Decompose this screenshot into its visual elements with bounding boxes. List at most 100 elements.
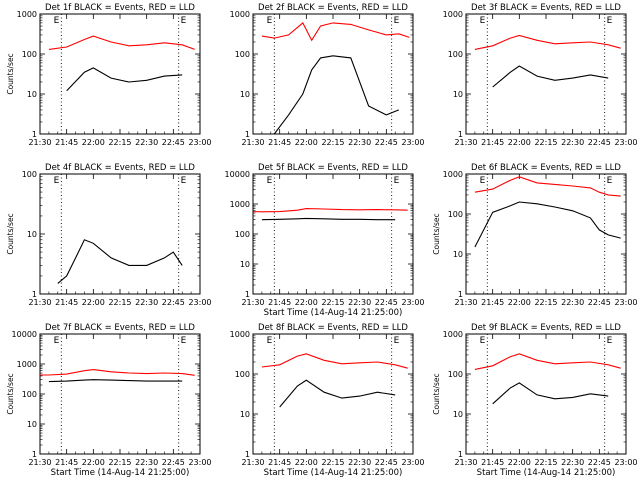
y-tick-label: 1: [32, 290, 37, 299]
x-tick-label: 23:00: [614, 138, 637, 147]
interval-marker-label: E: [394, 176, 400, 186]
y-tick-label: 1: [458, 290, 463, 299]
x-tick-label: 21:30: [28, 138, 51, 147]
x-tick-label: 22:00: [508, 298, 531, 307]
x-tick-label: 22:15: [108, 138, 131, 147]
panel-3: Det 3f BLACK = Events, RED = LLD 1 10 100 10…: [443, 3, 638, 147]
y-tick-label: 1: [245, 450, 250, 459]
events-series-line: [273, 55, 400, 135]
lld-series-line: [40, 369, 195, 376]
x-axis-label: Start Time (14-Aug-14 21:25:00): [264, 308, 403, 318]
interval-marker-label: E: [267, 16, 273, 26]
panel-title: Det 9f BLACK = Events, RED = LLD: [471, 323, 621, 333]
plot-frame: [465, 173, 627, 295]
events-series-line: [279, 379, 396, 408]
y-tick-label: 100: [235, 50, 250, 59]
interval-marker-label: E: [267, 336, 273, 346]
plot-frame: [465, 13, 627, 135]
x-tick-label: 23:00: [614, 298, 637, 307]
x-tick-label: 23:00: [401, 298, 424, 307]
x-tick-label: 22:15: [534, 458, 557, 467]
y-tick-label: 100: [448, 50, 463, 59]
y-tick-label: 100: [22, 170, 37, 179]
lld-series-line: [261, 22, 410, 42]
y-tick-label: 100: [235, 370, 250, 379]
x-tick-label: 21:30: [454, 458, 477, 467]
panel-6: Det 6f BLACK = Events, RED = LLD 1 10 100 10…: [432, 163, 638, 307]
x-tick-label: 21:30: [28, 298, 51, 307]
y-tick-label: 1000: [230, 330, 250, 339]
x-tick-label: 21:45: [481, 458, 504, 467]
x-tick-label: 22:15: [321, 458, 344, 467]
x-axis-label: Start Time (14-Aug-14 21:25:00): [264, 468, 403, 478]
y-tick-label: 100: [448, 210, 463, 219]
x-tick-label: 21:30: [241, 458, 264, 467]
x-axis-label: Start Time (14-Aug-14 21:25:00): [477, 468, 616, 478]
interval-marker-label: E: [267, 176, 273, 186]
interval-marker-label: E: [181, 16, 187, 26]
lld-series-line: [261, 353, 408, 369]
interval-marker-label: E: [394, 336, 400, 346]
plot-frame: [252, 13, 414, 135]
x-tick-label: 22:00: [508, 458, 531, 467]
interval-marker-label: E: [54, 176, 60, 186]
x-tick-label: 21:45: [55, 458, 78, 467]
interval-marker-label: E: [607, 176, 613, 186]
interval-marker-label: E: [54, 336, 60, 346]
y-tick-label: 100: [22, 50, 37, 59]
panel-title: Det 7f BLACK = Events, RED = LLD: [45, 323, 195, 333]
panel-title: Det 3f BLACK = Events, RED = LLD: [471, 3, 621, 13]
x-tick-label: 21:45: [55, 138, 78, 147]
interval-marker-label: E: [607, 336, 613, 346]
x-tick-label: 22:30: [561, 138, 584, 147]
y-axis-label: Counts/sec: [432, 213, 441, 254]
y-tick-label: 10: [27, 90, 37, 99]
y-tick-label: 1000: [443, 170, 463, 179]
y-tick-label: 1000: [17, 10, 37, 19]
y-axis-label: Counts/sec: [432, 373, 441, 414]
panel-5: Det 5f BLACK = Events, RED = LLD 1 10 100 10…: [225, 163, 425, 318]
plot-frame: [39, 173, 201, 295]
x-tick-label: 22:30: [135, 138, 158, 147]
plot-frame: [39, 13, 201, 135]
x-tick-label: 22:15: [108, 458, 131, 467]
x-tick-label: 21:45: [55, 298, 78, 307]
x-tick-label: 22:15: [321, 298, 344, 307]
interval-marker-label: E: [607, 16, 613, 26]
y-tick-label: 1000: [17, 360, 37, 369]
y-tick-label: 1: [245, 130, 250, 139]
panel-title: Det 8f BLACK = Events, RED = LLD: [258, 323, 408, 333]
y-tick-label: 1000: [230, 10, 250, 19]
plot-frame: [465, 333, 627, 455]
panel-4: Det 4f BLACK = Events, RED = LLD 1 10 100 21…: [6, 163, 212, 307]
x-tick-label: 21:30: [454, 138, 477, 147]
x-tick-label: 23:00: [614, 458, 637, 467]
y-tick-label: 1: [32, 130, 37, 139]
events-series-line: [66, 67, 183, 92]
events-series-line: [474, 201, 621, 248]
panel-title: Det 6f BLACK = Events, RED = LLD: [471, 163, 621, 173]
panel-9: Det 9f BLACK = Events, RED = LLD 1 10 100 10…: [432, 323, 638, 478]
x-tick-label: 22:15: [321, 138, 344, 147]
x-tick-label: 22:00: [295, 298, 318, 307]
lld-series-line: [474, 353, 621, 370]
y-tick-label: 10: [240, 260, 250, 269]
events-series-line: [48, 379, 183, 383]
lld-series-line: [474, 34, 621, 50]
y-tick-label: 1000: [443, 330, 463, 339]
y-axis-label: Counts/sec: [6, 53, 15, 94]
plot-frame: [252, 173, 414, 295]
y-axis-label: Counts/sec: [6, 213, 15, 254]
interval-marker-label: E: [480, 336, 486, 346]
x-tick-label: 23:00: [401, 138, 424, 147]
events-series-line: [261, 217, 396, 221]
y-tick-label: 100: [235, 230, 250, 239]
x-tick-label: 22:00: [508, 138, 531, 147]
x-tick-label: 22:45: [588, 138, 611, 147]
x-tick-label: 22:45: [375, 138, 398, 147]
y-tick-label: 10: [240, 90, 250, 99]
x-tick-label: 22:45: [588, 298, 611, 307]
y-tick-label: 10: [240, 410, 250, 419]
x-tick-label: 22:45: [588, 458, 611, 467]
x-tick-label: 22:30: [135, 298, 158, 307]
